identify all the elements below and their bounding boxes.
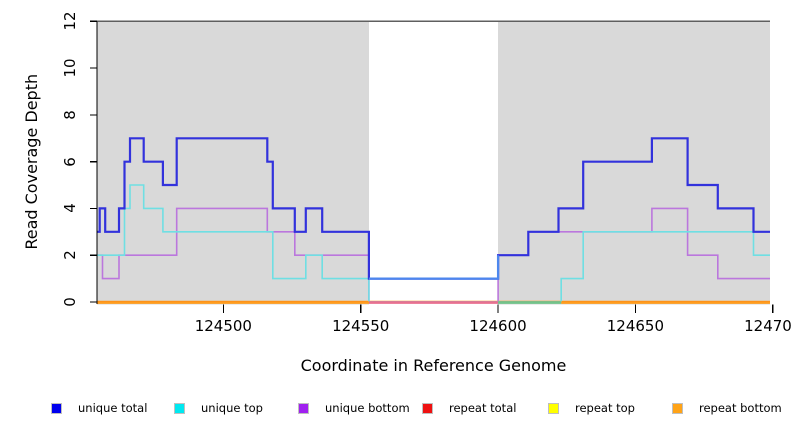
legend-item-unique-top: unique top xyxy=(174,399,263,417)
legend-swatch-unique-top xyxy=(174,402,185,414)
y-tick-label-4: 4 xyxy=(61,203,79,214)
y-tick-label-2: 2 xyxy=(61,250,79,260)
x-axis-title: Coordinate in Reference Genome xyxy=(300,356,567,375)
legend-label: repeat total xyxy=(449,401,517,415)
legend-item-unique-bottom: unique bottom xyxy=(298,399,410,417)
y-axis-title: Read Coverage Depth xyxy=(22,73,41,250)
legend-swatch-repeat-total xyxy=(422,402,433,414)
y-tick-label-8: 8 xyxy=(61,110,79,120)
legend-swatch-unique-bottom xyxy=(298,402,309,414)
legend-label: repeat bottom xyxy=(699,401,782,415)
series-unique-total xyxy=(97,137,770,280)
x-tick-label-124700: 124700 xyxy=(744,317,792,335)
x-tick-label-124600: 124600 xyxy=(469,317,527,335)
legend-item-repeat-top: repeat top xyxy=(548,399,635,417)
y-tick-label-6: 6 xyxy=(61,156,79,167)
series-unique-top xyxy=(97,184,770,303)
legend-item-repeat-bottom: repeat bottom xyxy=(672,399,782,417)
legend-swatch-repeat-top xyxy=(548,402,559,414)
x-tick-label-124550: 124550 xyxy=(332,317,390,335)
unique-total-gap-segment xyxy=(368,255,500,280)
legend-label: unique top xyxy=(201,401,263,415)
shaded-panel-right xyxy=(498,21,770,305)
y-tick-label-0: 0 xyxy=(61,297,79,307)
legend-swatch-repeat-bottom xyxy=(672,402,683,414)
legend-label: repeat top xyxy=(575,401,635,415)
legend-label: unique bottom xyxy=(325,401,410,415)
legend-label: unique total xyxy=(78,401,148,415)
legend: unique total unique top unique bottom repea… xyxy=(0,399,792,419)
y-tick-label-12: 12 xyxy=(61,11,79,31)
x-tick-label-124500: 124500 xyxy=(194,317,252,335)
shaded-panel-left xyxy=(97,21,369,305)
x-tick-label-124650: 124650 xyxy=(606,317,665,335)
y-tick-label-10: 10 xyxy=(61,58,79,78)
legend-item-unique-total: unique total xyxy=(51,399,148,417)
legend-swatch-unique-total xyxy=(51,402,62,414)
legend-item-repeat-total: repeat total xyxy=(422,399,517,417)
